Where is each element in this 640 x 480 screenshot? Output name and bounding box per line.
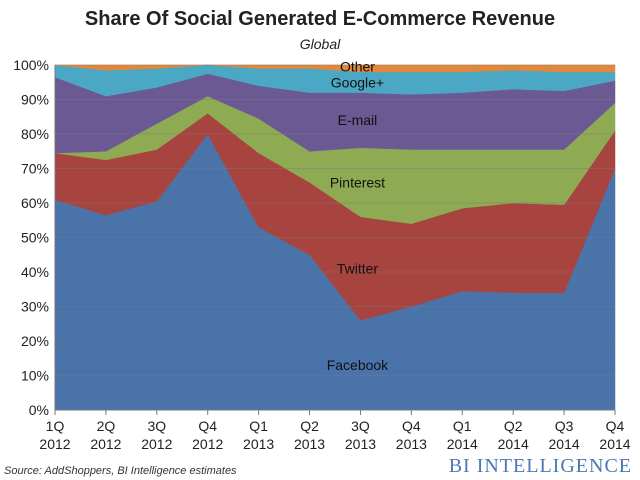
x-tick-label: 2013 xyxy=(396,436,427,452)
x-tick-label: Q4 xyxy=(606,418,625,434)
chart-subtitle: Global xyxy=(299,36,341,52)
x-tick-label: 2012 xyxy=(39,436,70,452)
x-tick-label: Q2 xyxy=(300,418,319,434)
y-tick-label: 100% xyxy=(13,57,49,73)
chart-title: Share Of Social Generated E-Commerce Rev… xyxy=(84,8,556,30)
source-note: Source: AddShoppers, BI Intelligence est… xyxy=(4,465,237,477)
y-tick-label: 10% xyxy=(21,368,49,384)
x-tick-label: 2013 xyxy=(345,436,376,452)
y-tick-label: 70% xyxy=(21,161,49,177)
x-tick-label: Q2 xyxy=(504,418,523,434)
y-tick-label: 40% xyxy=(21,264,49,280)
x-tick-label: 3Q xyxy=(351,418,370,434)
x-tick-label: 2012 xyxy=(141,436,172,452)
bi-intelligence-logo: BI INTELLIGENCE xyxy=(448,455,632,477)
x-tick-label: 2014 xyxy=(498,436,529,452)
x-tick-label: Q1 xyxy=(249,418,268,434)
series-label-e-mail: E-mail xyxy=(338,112,378,128)
x-tick-label: Q3 xyxy=(555,418,574,434)
series-label-pinterest: Pinterest xyxy=(330,174,385,190)
x-tick-label: 2014 xyxy=(549,436,580,452)
x-tick-label: 1Q xyxy=(46,418,65,434)
series-label-google-: Google+ xyxy=(331,74,384,90)
x-tick-label: Q1 xyxy=(453,418,472,434)
x-tick-label: 2012 xyxy=(90,436,121,452)
y-tick-label: 90% xyxy=(21,92,49,108)
x-tick-label: 2013 xyxy=(294,436,325,452)
y-tick-label: 0% xyxy=(29,402,49,418)
x-tick-label: 2014 xyxy=(447,436,478,452)
x-tick-label: 2012 xyxy=(192,436,223,452)
y-tick-label: 50% xyxy=(21,230,49,246)
x-tick-label: 2014 xyxy=(599,436,630,452)
series-label-other: Other xyxy=(340,59,375,75)
y-tick-label: 20% xyxy=(21,333,49,349)
y-tick-label: 80% xyxy=(21,126,49,142)
y-tick-label: 30% xyxy=(21,299,49,315)
series-label-twitter: Twitter xyxy=(337,261,379,277)
x-tick-label: Q4 xyxy=(402,418,421,434)
y-tick-label: 60% xyxy=(21,195,49,211)
x-tick-label: 2013 xyxy=(243,436,274,452)
x-tick-label: 3Q xyxy=(147,418,166,434)
series-label-facebook: Facebook xyxy=(327,357,389,373)
x-tick-label: 2Q xyxy=(97,418,116,434)
x-tick-label: Q4 xyxy=(198,418,217,434)
